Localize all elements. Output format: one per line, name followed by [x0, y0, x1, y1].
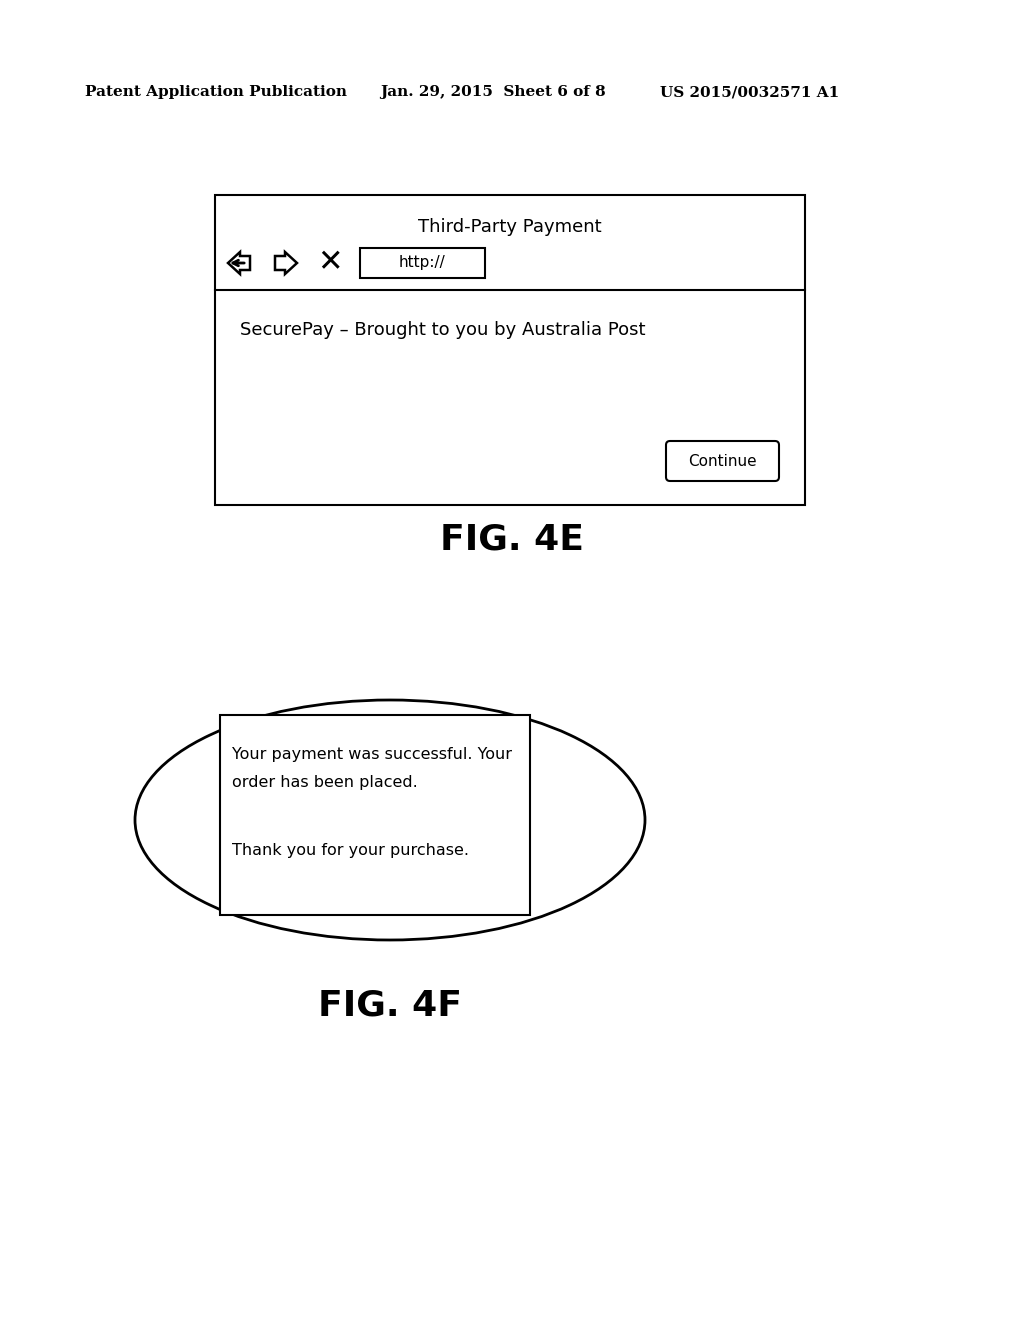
Text: FIG. 4F: FIG. 4F — [318, 987, 462, 1022]
Text: Thank you for your purchase.: Thank you for your purchase. — [232, 842, 469, 858]
FancyArrow shape — [275, 252, 297, 275]
Text: order has been placed.: order has been placed. — [232, 776, 418, 791]
FancyBboxPatch shape — [215, 195, 805, 506]
Text: Jan. 29, 2015  Sheet 6 of 8: Jan. 29, 2015 Sheet 6 of 8 — [380, 84, 606, 99]
FancyBboxPatch shape — [220, 715, 530, 915]
Text: http://: http:// — [399, 256, 445, 271]
Text: Patent Application Publication: Patent Application Publication — [85, 84, 347, 99]
Text: FIG. 4E: FIG. 4E — [440, 523, 584, 557]
Text: US 2015/0032571 A1: US 2015/0032571 A1 — [660, 84, 840, 99]
Text: SecurePay – Brought to you by Australia Post: SecurePay – Brought to you by Australia … — [240, 321, 645, 339]
FancyBboxPatch shape — [666, 441, 779, 480]
Text: Third-Party Payment: Third-Party Payment — [418, 218, 602, 236]
Text: Your payment was successful. Your: Your payment was successful. Your — [232, 747, 512, 763]
FancyArrow shape — [228, 252, 250, 275]
Ellipse shape — [135, 700, 645, 940]
Text: ✕: ✕ — [317, 248, 343, 277]
FancyBboxPatch shape — [360, 248, 485, 279]
Text: Continue: Continue — [688, 454, 757, 469]
